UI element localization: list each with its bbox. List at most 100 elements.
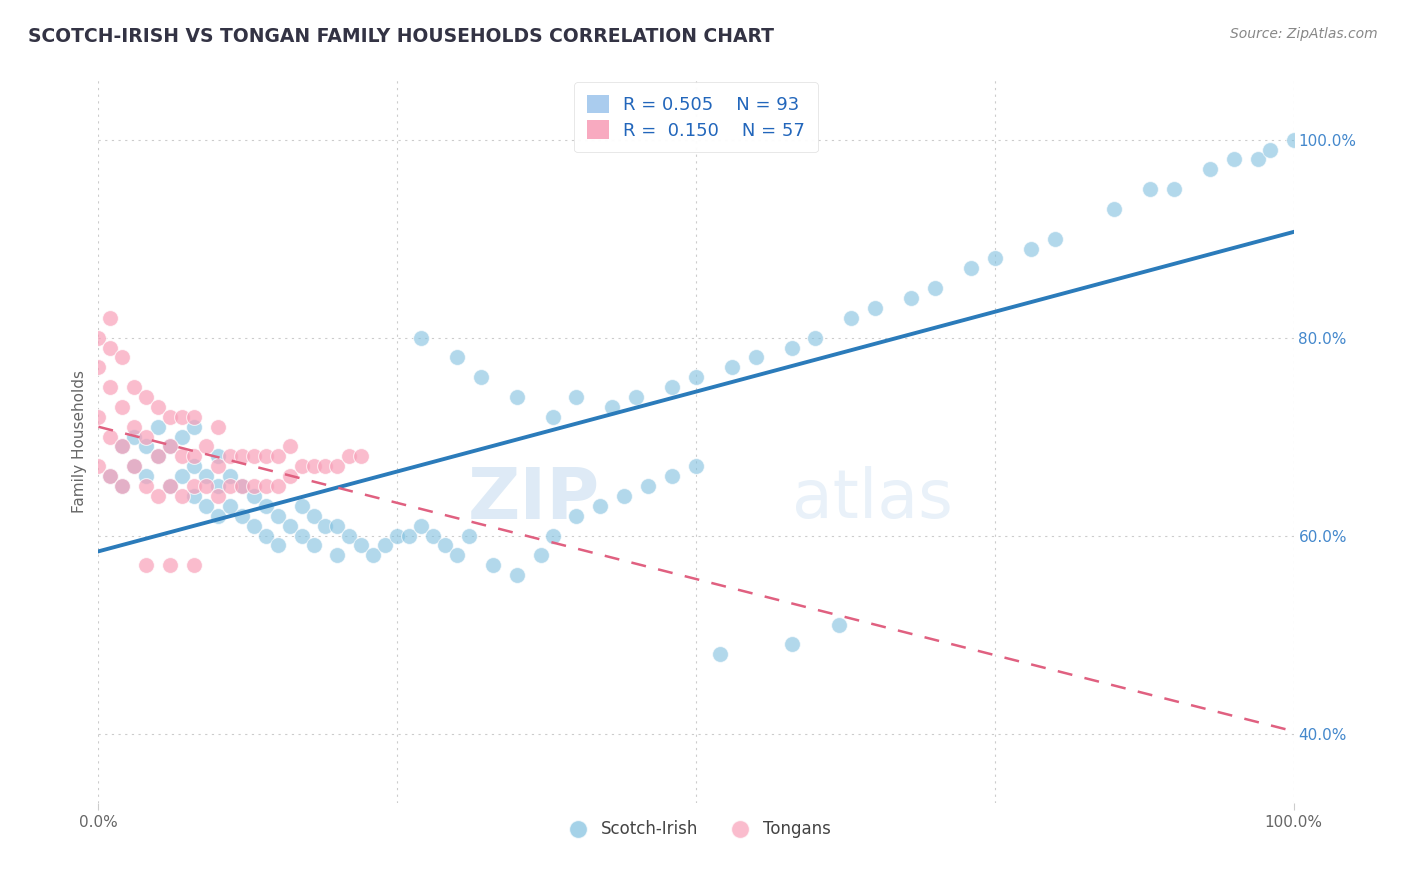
Point [207, 489, 229, 503]
Point [254, 479, 277, 493]
Point [900, 291, 922, 305]
Point [135, 390, 157, 404]
Y-axis label: Family Households: Family Households [72, 370, 87, 513]
Point [302, 459, 325, 474]
Point [124, 419, 146, 434]
Point [111, 479, 134, 493]
Point [207, 419, 229, 434]
Point [661, 469, 683, 483]
Point [780, 341, 803, 355]
Point [267, 450, 290, 464]
Point [291, 459, 314, 474]
Point [326, 459, 349, 474]
Point [148, 400, 170, 414]
Point [111, 400, 134, 414]
Point [111, 479, 134, 493]
Point [446, 549, 468, 563]
Point [172, 450, 194, 464]
Point [207, 450, 229, 464]
Point [960, 261, 983, 276]
Point [458, 528, 481, 542]
Point [183, 489, 205, 503]
Text: atlas: atlas [792, 467, 952, 533]
Point [254, 450, 277, 464]
Point [159, 558, 181, 573]
Point [243, 479, 266, 493]
Text: SCOTCH-IRISH VS TONGAN FAMILY HOUSEHOLDS CORRELATION CHART: SCOTCH-IRISH VS TONGAN FAMILY HOUSEHOLDS… [28, 27, 775, 45]
Point [172, 429, 194, 443]
Point [291, 499, 314, 513]
Point [350, 539, 373, 553]
Point [183, 409, 205, 424]
Point [565, 508, 588, 523]
Point [602, 400, 624, 414]
Point [124, 380, 146, 394]
Point [924, 281, 946, 295]
Point [98, 310, 122, 325]
Point [111, 440, 134, 454]
Point [183, 479, 205, 493]
Text: ZIP: ZIP [468, 465, 600, 533]
Point [207, 479, 229, 493]
Point [709, 648, 731, 662]
Point [124, 429, 146, 443]
Point [470, 370, 492, 384]
Point [219, 469, 242, 483]
Point [267, 508, 290, 523]
Point [828, 617, 851, 632]
Point [685, 459, 707, 474]
Point [385, 528, 409, 542]
Point [243, 489, 266, 503]
Point [434, 539, 457, 553]
Point [111, 351, 134, 365]
Point [1199, 162, 1222, 177]
Point [159, 479, 181, 493]
Point [243, 518, 266, 533]
Point [865, 301, 887, 315]
Point [1139, 182, 1161, 196]
Point [111, 440, 134, 454]
Point [231, 479, 253, 493]
Point [302, 539, 325, 553]
Point [278, 440, 301, 454]
Text: Source: ZipAtlas.com: Source: ZipAtlas.com [1230, 27, 1378, 41]
Point [363, 549, 385, 563]
Point [98, 429, 122, 443]
Point [148, 450, 170, 464]
Point [339, 528, 361, 542]
Point [98, 380, 122, 394]
Point [195, 499, 218, 513]
Point [159, 409, 181, 424]
Point [745, 351, 768, 365]
Point [124, 459, 146, 474]
Point [207, 508, 229, 523]
Point [661, 380, 683, 394]
Point [254, 528, 277, 542]
Point [1258, 143, 1281, 157]
Point [278, 469, 301, 483]
Point [219, 479, 242, 493]
Point [374, 539, 396, 553]
Point [148, 450, 170, 464]
Point [87, 409, 110, 424]
Point [207, 459, 229, 474]
Point [159, 440, 181, 454]
Point [231, 450, 253, 464]
Point [159, 440, 181, 454]
Point [172, 409, 194, 424]
Point [326, 518, 349, 533]
Point [159, 479, 181, 493]
Point [219, 450, 242, 464]
Point [195, 479, 218, 493]
Point [135, 440, 157, 454]
Point [411, 518, 433, 533]
Legend: Scotch-Irish, Tongans: Scotch-Irish, Tongans [554, 814, 838, 845]
Point [183, 450, 205, 464]
Point [231, 479, 253, 493]
Point [183, 459, 205, 474]
Point [254, 499, 277, 513]
Point [1163, 182, 1185, 196]
Point [589, 499, 612, 513]
Point [135, 429, 157, 443]
Point [685, 370, 707, 384]
